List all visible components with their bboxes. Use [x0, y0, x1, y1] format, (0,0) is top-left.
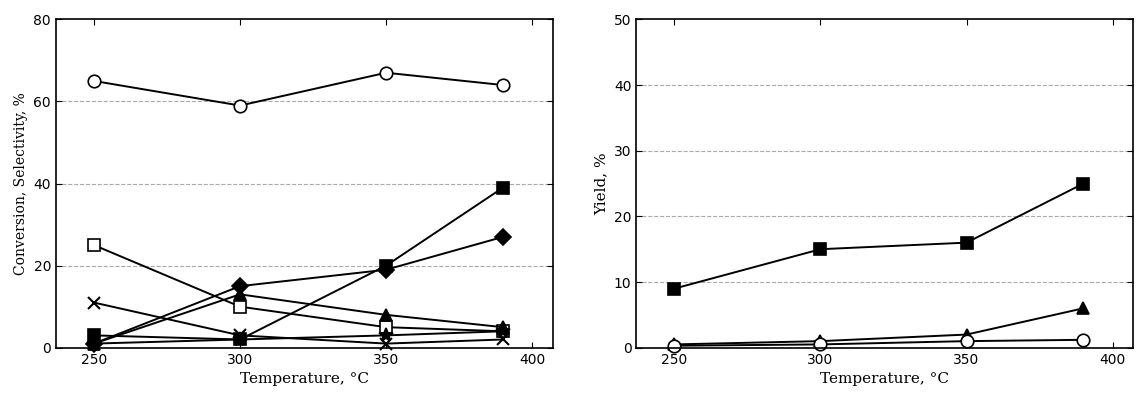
Y-axis label: Yield, %: Yield, %: [594, 152, 608, 215]
X-axis label: Temperature, °C: Temperature, °C: [820, 372, 950, 386]
X-axis label: Temperature, °C: Temperature, °C: [240, 372, 369, 386]
Y-axis label: Conversion, Selectivity, %: Conversion, Selectivity, %: [14, 92, 28, 275]
